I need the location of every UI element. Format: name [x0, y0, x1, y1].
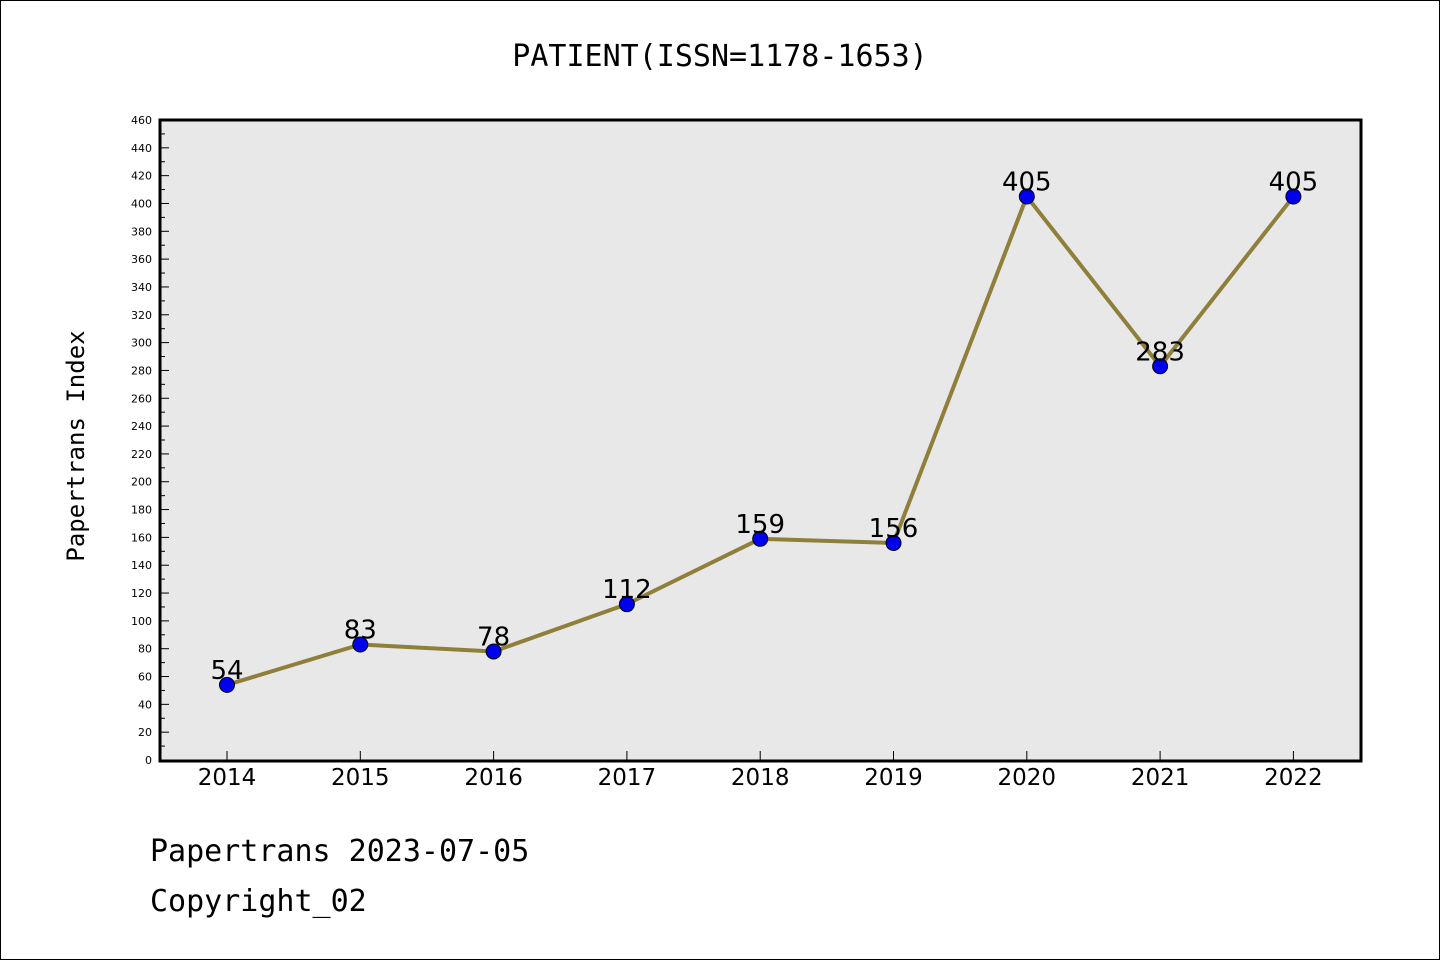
- y-tick-label: 420: [131, 170, 152, 183]
- data-point-label: 283: [1135, 337, 1185, 367]
- footer-copyright: Copyright_02: [150, 884, 367, 919]
- y-tick-label: 320: [131, 309, 152, 322]
- data-point-marker: [618, 596, 635, 613]
- y-tick-label: 380: [131, 225, 152, 238]
- y-tick-label: 40: [138, 698, 152, 711]
- data-point-label: 405: [1269, 168, 1319, 198]
- data-point-label: 83: [344, 616, 377, 646]
- y-tick-label: 60: [138, 671, 152, 684]
- series-markers: [219, 188, 1302, 693]
- y-axis-label: Papertrans Index: [62, 330, 90, 561]
- y-tick-label: 340: [131, 281, 152, 294]
- x-tick-label: 2021: [1131, 765, 1190, 791]
- x-tick-label: 2022: [1264, 765, 1323, 791]
- y-tick-label: 240: [131, 420, 152, 433]
- plot-area: [158, 118, 1363, 763]
- y-tick-label: 120: [131, 587, 152, 600]
- data-point-marker: [1285, 188, 1302, 205]
- y-tick-label: 160: [131, 531, 152, 544]
- x-axis-ticks: 2014 2015 2016 2017 2018 2019 2020 2021 2022: [198, 751, 1323, 791]
- y-tick-label: 300: [131, 337, 152, 350]
- data-point-label: 405: [1002, 168, 1052, 198]
- data-point-marker: [1152, 358, 1169, 375]
- data-point-label: 78: [477, 622, 510, 652]
- data-point-marker: [1018, 188, 1035, 205]
- data-point-label: 54: [210, 656, 243, 686]
- y-tick-label: 100: [131, 615, 152, 628]
- data-point-marker: [219, 676, 235, 693]
- chart-title: PATIENT(ISSN=1178-1653): [512, 39, 927, 74]
- y-tick-label: 260: [131, 392, 152, 405]
- data-labels: 54 83 78 112 159 156 405 283 405: [210, 168, 1318, 686]
- y-tick-label: 0: [145, 754, 152, 767]
- y-tick-label: 440: [131, 142, 152, 155]
- y-tick-label: 20: [138, 726, 152, 739]
- y-tick-label: 460: [131, 114, 152, 127]
- data-point-marker: [485, 643, 502, 660]
- y-tick-label: 80: [138, 643, 152, 656]
- data-point-marker: [885, 534, 902, 551]
- x-tick-label: 2015: [331, 765, 390, 791]
- data-point-marker: [752, 530, 769, 547]
- footer-date: Papertrans 2023-07-05: [150, 834, 530, 869]
- data-point-label: 156: [869, 514, 919, 544]
- data-point-label: 159: [735, 510, 785, 540]
- x-tick-label: 2019: [864, 765, 923, 791]
- data-point-marker: [352, 636, 369, 653]
- x-tick-label: 2016: [464, 765, 523, 791]
- y-tick-label: 360: [131, 253, 152, 266]
- x-tick-label: 2020: [998, 765, 1057, 791]
- y-tick-label: 400: [131, 197, 152, 210]
- y-tick-label: 280: [131, 364, 152, 377]
- x-tick-label: 2018: [731, 765, 790, 791]
- data-point-label: 112: [602, 575, 652, 605]
- x-tick-label: 2014: [198, 765, 257, 791]
- y-axis-ticks: 0 20 40 60 80 100 120 140 160 180 200 220 240 260 280 3…: [131, 114, 169, 767]
- y-tick-label: 220: [131, 448, 152, 461]
- y-tick-label: 140: [131, 559, 152, 572]
- x-tick-label: 2017: [598, 765, 657, 791]
- y-tick-label: 180: [131, 504, 152, 517]
- y-tick-label: 200: [131, 476, 152, 489]
